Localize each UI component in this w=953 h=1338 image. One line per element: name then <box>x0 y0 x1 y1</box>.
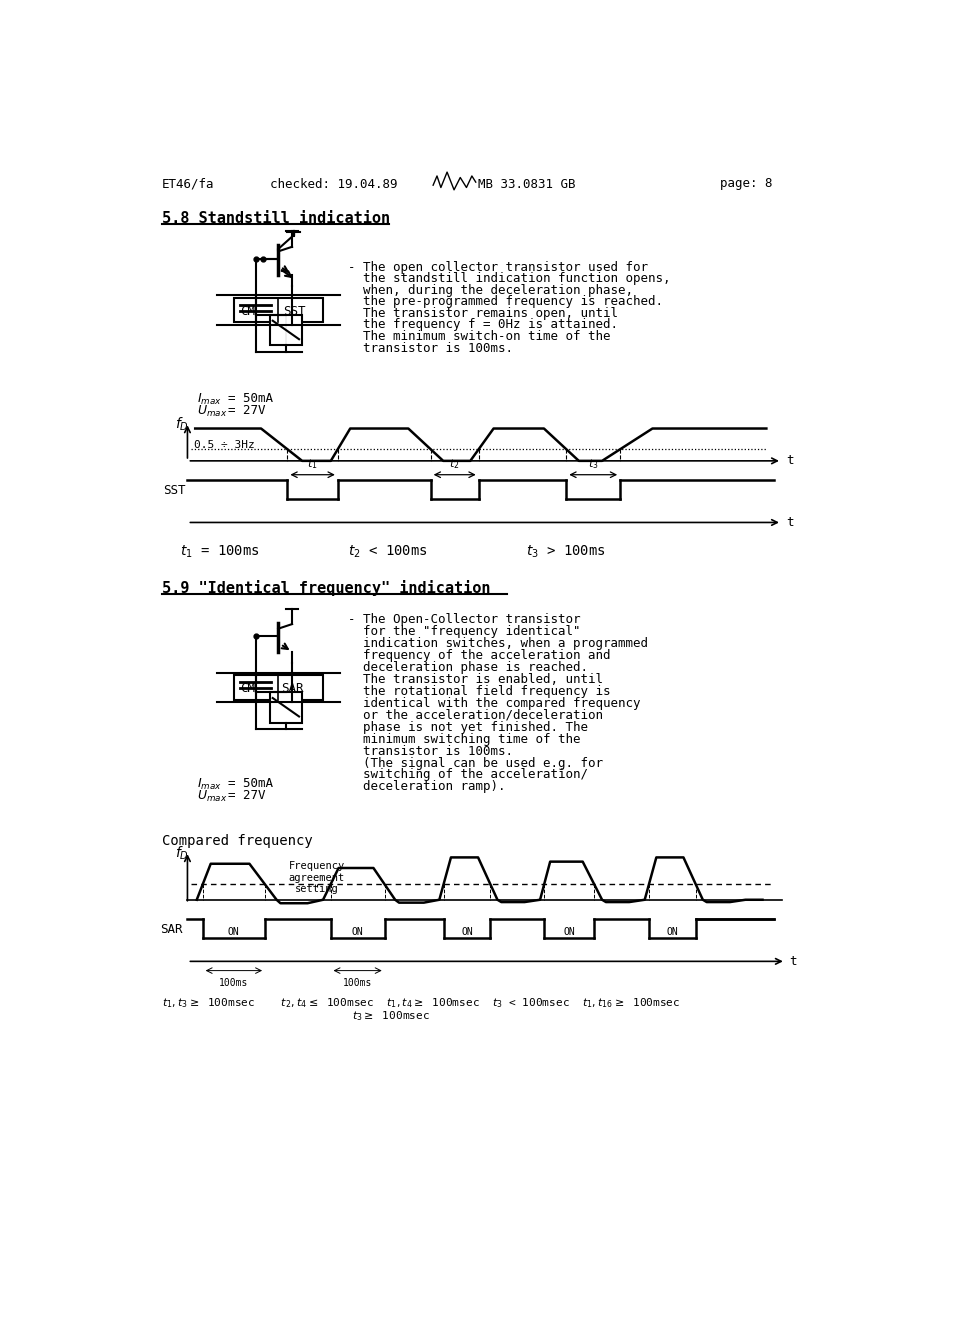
Text: $t_3$ > 100ms: $t_3$ > 100ms <box>525 545 605 561</box>
Text: $U_{max}$: $U_{max}$ <box>196 404 227 419</box>
Bar <box>270 692 302 723</box>
Text: the standstill indication function opens,: the standstill indication function opens… <box>348 272 670 285</box>
Text: SST: SST <box>162 484 185 496</box>
Text: 5.9 "Identical frequency" indication: 5.9 "Identical frequency" indication <box>162 581 490 597</box>
Text: The transistor remains open, until: The transistor remains open, until <box>348 306 618 320</box>
Text: $I_{max}$: $I_{max}$ <box>196 392 221 407</box>
Text: phase is not yet finished. The: phase is not yet finished. The <box>348 721 587 733</box>
Text: MB 33.0831 GB: MB 33.0831 GB <box>477 178 575 190</box>
Text: ET46/fa: ET46/fa <box>162 178 214 190</box>
Text: $t_2$ < 100ms: $t_2$ < 100ms <box>348 545 427 561</box>
Text: The transistor is enabled, until: The transistor is enabled, until <box>348 673 602 686</box>
Text: $t_1$: $t_1$ <box>307 458 317 471</box>
Bar <box>270 314 302 345</box>
Text: switching of the acceleration/: switching of the acceleration/ <box>348 768 587 781</box>
Text: ON: ON <box>460 927 473 937</box>
Text: t: t <box>789 955 797 967</box>
Text: checked: 19.04.89: checked: 19.04.89 <box>270 178 397 190</box>
Text: $I_{max}$: $I_{max}$ <box>196 776 221 792</box>
Text: the pre-programmed frequency is reached.: the pre-programmed frequency is reached. <box>348 296 662 308</box>
Text: Compared frequency: Compared frequency <box>162 835 313 848</box>
Text: frequency of the acceleration and: frequency of the acceleration and <box>348 649 610 662</box>
Text: indication switches, when a programmed: indication switches, when a programmed <box>348 637 647 650</box>
Text: minimum switching time of the: minimum switching time of the <box>348 733 579 745</box>
Text: = 50mA: = 50mA <box>228 776 273 789</box>
Text: $t_1 , t_3 \geq$ 100msec    $t_2 , t_4 \leq$ 100msec  $t_1 , t_4 \geq$ 100msec  : $t_1 , t_3 \geq$ 100msec $t_2 , t_4 \leq… <box>162 995 679 1010</box>
Bar <box>233 674 323 700</box>
Text: $t_2$: $t_2$ <box>449 458 459 471</box>
Text: the frequency f = 0Hz is attained.: the frequency f = 0Hz is attained. <box>348 318 618 332</box>
Text: = 50mA: = 50mA <box>228 392 273 404</box>
Text: deceleration phase is reached.: deceleration phase is reached. <box>348 661 587 674</box>
Text: ON: ON <box>666 927 678 937</box>
Text: t: t <box>785 455 792 467</box>
Text: ON: ON <box>352 927 363 937</box>
Text: 100ms: 100ms <box>219 978 249 989</box>
Text: transistor is 100ms.: transistor is 100ms. <box>348 341 513 355</box>
Text: for the "frequency identical": for the "frequency identical" <box>348 625 579 638</box>
Text: - The open collector transistor used for: - The open collector transistor used for <box>348 261 647 274</box>
Text: The minimum switch-on time of the: The minimum switch-on time of the <box>348 330 610 343</box>
Text: $t_3 \geq$ 100msec: $t_3 \geq$ 100msec <box>352 1009 429 1022</box>
Text: when, during the deceleration phase,: when, during the deceleration phase, <box>348 284 632 297</box>
Text: or the acceleration/deceleration: or the acceleration/deceleration <box>348 709 602 721</box>
Text: SAR: SAR <box>160 923 183 935</box>
Bar <box>233 297 323 322</box>
Text: transistor is 100ms.: transistor is 100ms. <box>348 745 513 757</box>
Text: = 27V: = 27V <box>228 404 265 417</box>
Text: (The signal can be used e.g. for: (The signal can be used e.g. for <box>348 756 602 769</box>
Text: ON: ON <box>228 927 239 937</box>
Text: Frequency
agreement
setting: Frequency agreement setting <box>289 862 345 895</box>
Text: CM: CM <box>240 305 254 318</box>
Text: 100ms: 100ms <box>342 978 372 989</box>
Text: = 27V: = 27V <box>228 789 265 801</box>
Text: $t_3$: $t_3$ <box>587 458 598 471</box>
Text: identical with the compared frequency: identical with the compared frequency <box>348 697 639 710</box>
Text: $f_D$: $f_D$ <box>174 416 189 434</box>
Text: $t_1$ = 100ms: $t_1$ = 100ms <box>179 545 259 561</box>
Text: - The Open-Collector transistor: - The Open-Collector transistor <box>348 613 579 626</box>
Text: t: t <box>785 516 792 529</box>
Text: ON: ON <box>562 927 575 937</box>
Text: CM: CM <box>240 682 254 696</box>
Text: SAR: SAR <box>281 682 303 696</box>
Text: 5.8 Standstill indication: 5.8 Standstill indication <box>162 210 390 226</box>
Text: $f_D$: $f_D$ <box>174 844 189 862</box>
Text: $U_{max}$: $U_{max}$ <box>196 789 227 804</box>
Text: the rotational field frequency is: the rotational field frequency is <box>348 685 610 698</box>
Text: deceleration ramp).: deceleration ramp). <box>348 780 505 793</box>
Text: SST: SST <box>282 305 305 318</box>
Text: 0.5 ÷ 3Hz: 0.5 ÷ 3Hz <box>193 440 254 450</box>
Text: page: 8: page: 8 <box>720 178 772 190</box>
